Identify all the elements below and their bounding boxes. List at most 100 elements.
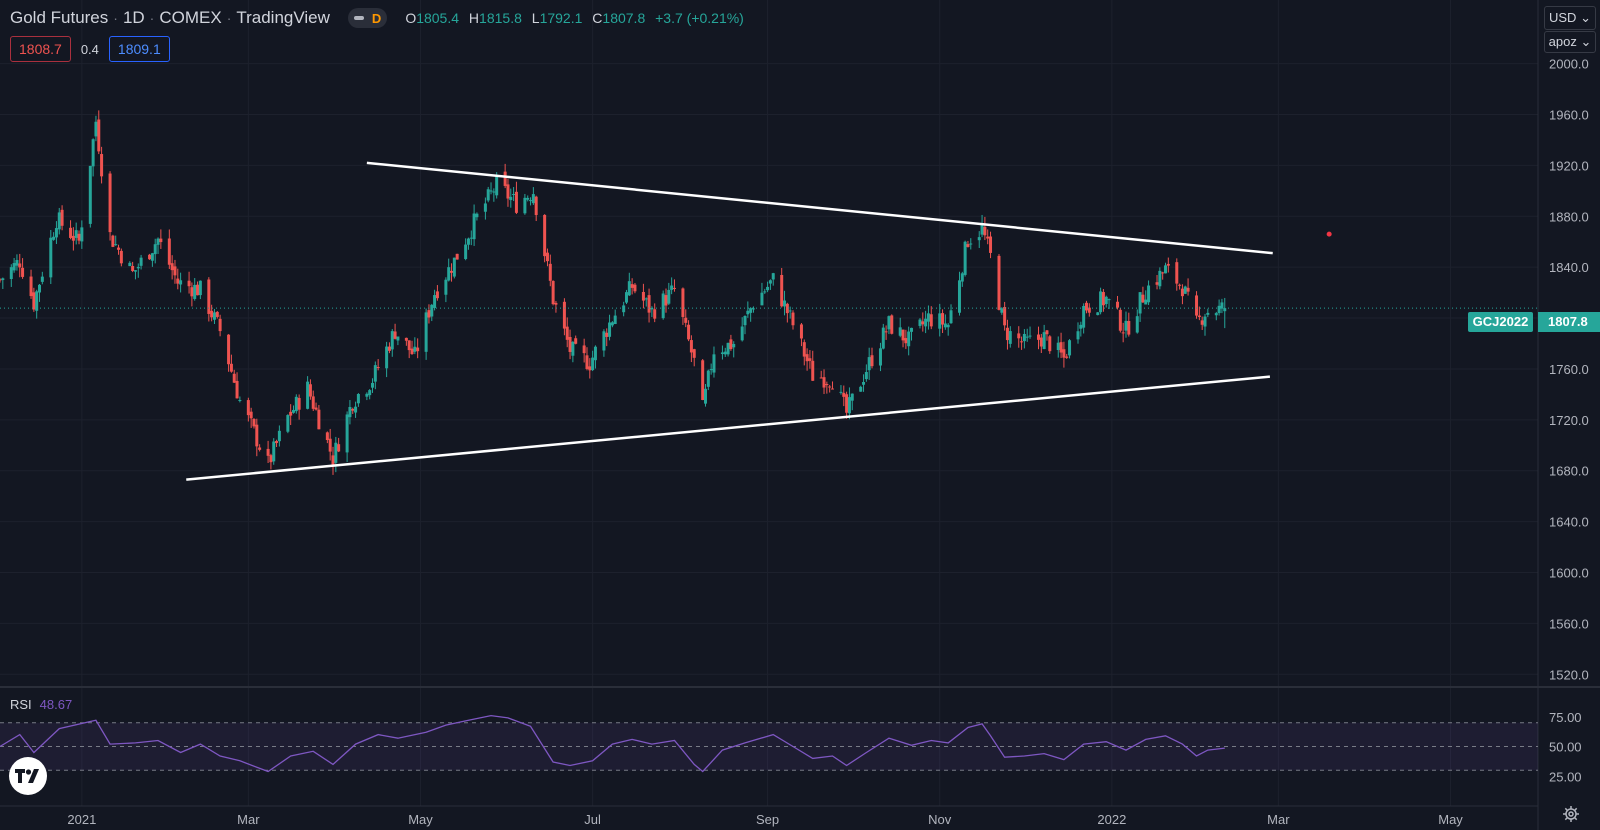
candle-body — [275, 441, 279, 444]
candle-body — [811, 360, 815, 381]
candle-body — [989, 236, 993, 253]
candle-body — [969, 243, 973, 245]
candle-body — [187, 280, 191, 287]
candle-body — [1161, 272, 1165, 274]
candle-body — [1144, 299, 1148, 305]
currency-dropdown[interactable]: USD ⌄ — [1544, 6, 1596, 30]
candle-body — [119, 250, 123, 264]
price-tick-label: 1760.0 — [1549, 362, 1589, 377]
candle-body — [1065, 356, 1069, 358]
candle-body — [650, 308, 654, 310]
candle-body — [633, 284, 637, 292]
candle-body — [918, 319, 922, 326]
change-value: +3.7 (+0.21%) — [655, 10, 744, 26]
candle-body — [170, 263, 174, 271]
tradingview-logo[interactable] — [9, 757, 47, 795]
settings-gear-icon[interactable] — [1562, 805, 1580, 823]
candle-body — [232, 373, 236, 383]
candle-body — [311, 396, 315, 409]
candle-body — [1203, 316, 1207, 327]
candle-body — [1135, 316, 1139, 333]
candle-body — [907, 331, 911, 347]
candle-body — [689, 340, 693, 353]
candle-body — [506, 184, 510, 199]
candle-body — [1022, 333, 1026, 342]
candle-body — [884, 331, 888, 333]
candle-body — [139, 257, 143, 266]
candle-body — [218, 318, 222, 332]
visibility-icon[interactable] — [353, 16, 364, 20]
candle-body — [845, 394, 849, 413]
price-tick-label: 1640.0 — [1549, 515, 1589, 530]
time-tick-label: Jul — [584, 812, 601, 827]
candle-body — [179, 280, 183, 285]
candle-body — [376, 367, 380, 369]
candle-body — [49, 237, 53, 278]
candle-body — [77, 233, 81, 241]
candle-body — [1197, 315, 1201, 317]
candle-body — [444, 279, 448, 295]
candle-body — [255, 424, 259, 447]
candle-body — [266, 448, 270, 456]
candle-body — [706, 370, 710, 387]
candle-body — [805, 354, 809, 362]
buy-button[interactable]: 1809.1 — [108, 36, 170, 62]
candle-body — [613, 315, 617, 325]
candle-body — [1096, 312, 1100, 316]
candle-body — [591, 357, 595, 371]
candle-body — [545, 252, 549, 262]
candle-body — [1039, 337, 1043, 347]
candle-body — [469, 237, 473, 239]
candle-body — [196, 284, 200, 296]
candle-body — [475, 213, 479, 218]
rsi-name: RSI — [10, 697, 32, 712]
candle-body — [1008, 331, 1012, 344]
candle-body — [850, 393, 854, 401]
candle-body — [687, 324, 691, 340]
time-tick-label: Nov — [928, 812, 952, 827]
price-tick-label: 1920.0 — [1549, 158, 1589, 173]
candle-body — [551, 280, 555, 305]
candle-body — [1087, 307, 1091, 313]
candle-body — [9, 267, 13, 279]
candle-body — [847, 397, 851, 414]
candle-body — [246, 400, 250, 416]
candle-body — [269, 455, 273, 463]
interval-label[interactable]: 1D — [122, 8, 145, 27]
candle-body — [723, 351, 727, 355]
rsi-legend[interactable]: RSI 48.67 — [10, 697, 72, 712]
candle-body — [771, 273, 775, 280]
candle-body — [159, 238, 163, 243]
sell-button[interactable]: 1808.7 — [10, 36, 71, 62]
session-pill[interactable]: D — [347, 8, 388, 28]
price-tick-label: 1720.0 — [1549, 413, 1589, 428]
candle-body — [1056, 342, 1060, 351]
symbol-name[interactable]: Gold Futures — [10, 8, 109, 27]
session-badge: D — [371, 10, 382, 26]
candle-body — [1107, 299, 1111, 301]
candle-body — [720, 352, 724, 355]
candle-body — [1206, 312, 1210, 315]
candle-body — [1, 278, 5, 281]
candle-body — [1166, 263, 1170, 266]
candle-body — [822, 377, 826, 388]
candle-body — [227, 334, 231, 365]
candle-body — [1121, 332, 1125, 334]
candle-body — [526, 197, 530, 200]
candle-body — [529, 200, 533, 202]
candle-body — [531, 194, 535, 204]
candle-body — [608, 322, 612, 337]
candle-body — [692, 349, 696, 358]
candle-body — [1084, 302, 1088, 311]
candle-body — [117, 247, 121, 250]
candle-body — [910, 327, 914, 332]
candle-body — [904, 338, 908, 344]
candle-body — [565, 326, 569, 340]
candle-body — [509, 196, 513, 201]
time-tick-label: 2022 — [1097, 812, 1126, 827]
account-dropdown[interactable]: apoz ⌄ — [1544, 31, 1596, 53]
candle-body — [407, 340, 411, 351]
candle-body — [1217, 305, 1221, 314]
